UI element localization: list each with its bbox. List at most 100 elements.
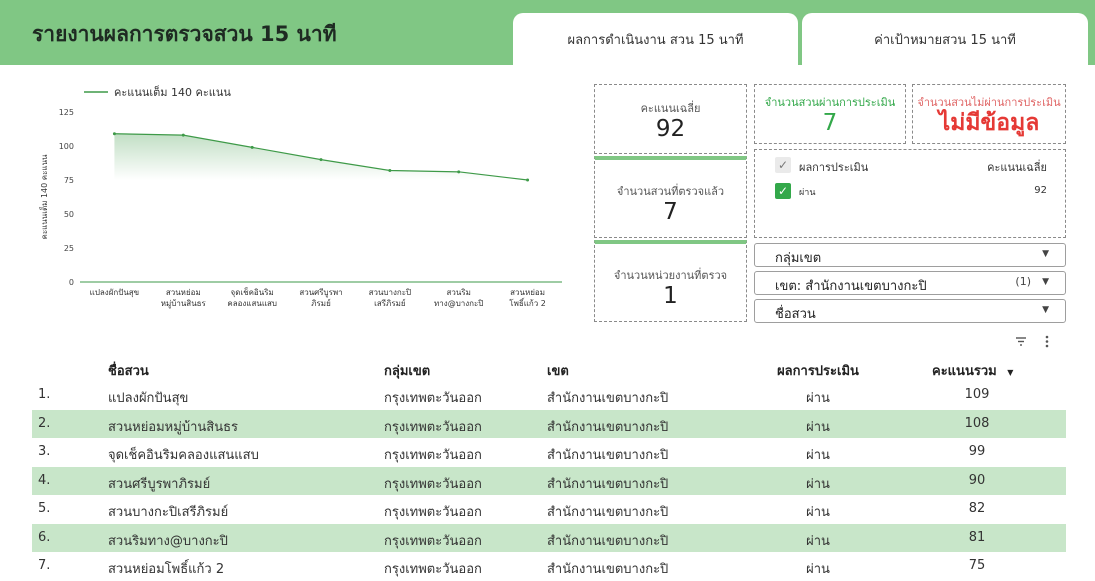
y-tick-label: 75 bbox=[64, 176, 74, 185]
x-tick-label: จุดเช็คอินริมคลองแสนแสบ bbox=[227, 287, 277, 308]
row-group: กรุงเทพตะวันออก bbox=[384, 505, 482, 520]
scorecard-checked: จำนวนสวนที่ตรวจแล้ว 7 bbox=[594, 156, 747, 238]
district-dropdown-label: เขต: สำนักงานเขตบางกะปิ bbox=[775, 279, 927, 294]
row-result: ผ่าน bbox=[806, 562, 830, 577]
scorecard-passed-label: จำนวนสวนผ่านการประเมิน bbox=[764, 96, 896, 109]
chevron-down-icon: ▼ bbox=[1042, 305, 1049, 315]
column-header-name[interactable]: ชื่อสวน bbox=[108, 364, 149, 379]
row-park-name: สวนศรีบูรพาภิรมย์ bbox=[108, 476, 211, 492]
y-tick-label: 100 bbox=[59, 142, 74, 151]
row-index: 2. bbox=[38, 415, 51, 431]
row-index: 3. bbox=[38, 444, 51, 459]
row-score: 109 bbox=[964, 387, 990, 402]
result-filter-panel: ✓ ผลการประเมิน คะแนนเฉลี่ย ✓ ผ่าน 92 bbox=[754, 149, 1066, 238]
table-row[interactable]: 2. สวนหย่อมหมู่บ้านสินธร กรุงเทพตะวันออก สำ… bbox=[32, 409, 1066, 438]
scorecard-average: คะแนนเฉลี่ย 92 bbox=[594, 84, 747, 154]
row-index: 4. bbox=[38, 472, 51, 488]
data-point bbox=[112, 132, 116, 136]
filter-icon[interactable] bbox=[1014, 334, 1028, 348]
row-group: กรุงเทพตะวันออก bbox=[384, 562, 482, 577]
column-header-group[interactable]: กลุ่มเขต bbox=[384, 364, 431, 379]
scorecard-units-label: จำนวนหน่วยงานที่ตรวจ bbox=[613, 269, 728, 282]
column-header-score[interactable]: คะแนนรวม ▼ bbox=[932, 360, 1013, 381]
row-score: 108 bbox=[964, 415, 990, 431]
more-vert-icon[interactable] bbox=[1043, 334, 1051, 348]
row-score: 75 bbox=[968, 558, 986, 573]
row-park-name: จุดเช็คอินริมคลองแสนแสบ bbox=[108, 448, 259, 463]
scorecard-checked-value: 7 bbox=[663, 199, 678, 225]
row-index: 7. bbox=[38, 558, 51, 573]
row-score: 99 bbox=[968, 444, 986, 459]
row-result: ผ่าน bbox=[806, 391, 830, 406]
scorecard-failed-label: จำนวนสวนไม่ผ่านการประเมิน bbox=[917, 96, 1061, 109]
select-all-checkbox[interactable]: ✓ bbox=[775, 157, 791, 173]
row-park-name: สวนหย่อมหมู่บ้านสินธร bbox=[108, 419, 238, 435]
y-tick-label: 50 bbox=[64, 210, 74, 219]
report-header: รายงานผลการตรวจสวน 15 นาที ผลการดำเนินงา… bbox=[0, 0, 1095, 65]
x-tick-label: สวนหย่อมหมู่บ้านสินธร bbox=[161, 288, 207, 309]
result-filter-score-header: คะแนนเฉลี่ย bbox=[987, 161, 1047, 174]
chart-legend-label: คะแนนเต็ม 140 คะแนน bbox=[114, 85, 231, 99]
park-dropdown[interactable]: ชื่อสวน ▼ bbox=[754, 299, 1066, 323]
row-index: 5. bbox=[38, 501, 51, 516]
district-dropdown[interactable]: เขต: สำนักงานเขตบางกะปิ (1) ▼ bbox=[754, 271, 1066, 295]
column-header-district[interactable]: เขต bbox=[547, 364, 569, 379]
row-park-name: แปลงผักปันสุข bbox=[108, 391, 189, 406]
table-row[interactable]: 1. แปลงผักปันสุข กรุงเทพตะวันออก สำนักงานเข… bbox=[32, 381, 1066, 409]
row-result: ผ่าน bbox=[806, 448, 830, 463]
chevron-down-icon: ▼ bbox=[1042, 277, 1049, 287]
column-header-score-label: คะแนนรวม bbox=[932, 364, 997, 379]
x-tick-label: สวนหย่อมโพธิ์แก้ว 2 bbox=[509, 288, 546, 308]
result-filter-header: ผลการประเมิน bbox=[799, 161, 869, 174]
row-district: สำนักงานเขตบางกะปิ bbox=[547, 448, 669, 463]
table-row[interactable]: 7. สวนหย่อมโพธิ์แก้ว 2 กรุงเทพตะวันออก สำนั… bbox=[32, 552, 1066, 580]
scorecard-failed-value: ไม่มีข้อมูล bbox=[938, 110, 1040, 136]
y-tick-label: 0 bbox=[69, 278, 74, 287]
y-tick-label: 125 bbox=[59, 108, 74, 117]
scorecard-average-label: คะแนนเฉลี่ย bbox=[640, 102, 701, 115]
data-point bbox=[526, 178, 530, 182]
row-park-name: สวนบางกะปิเสรีภิรมย์ bbox=[108, 505, 229, 520]
row-district: สำนักงานเขตบางกะปิ bbox=[547, 533, 669, 549]
group-dropdown-label: กลุ่มเขต bbox=[775, 251, 822, 266]
result-filter-item-label: ผ่าน bbox=[799, 188, 816, 198]
row-score: 90 bbox=[968, 472, 986, 488]
chevron-down-icon: ▼ bbox=[1042, 249, 1049, 259]
data-point bbox=[319, 158, 323, 162]
x-tick-label: สวนบางกะปิเสรีภิรมย์ bbox=[369, 288, 412, 308]
table-row[interactable]: 5. สวนบางกะปิเสรีภิรมย์ กรุงเทพตะวันออก สำน… bbox=[32, 495, 1066, 523]
row-result: ผ่าน bbox=[806, 419, 830, 435]
scorecard-checked-label: จำนวนสวนที่ตรวจแล้ว bbox=[616, 185, 725, 198]
row-park-name: สวนริมทาง@บางกะปิ bbox=[108, 533, 228, 549]
row-group: กรุงเทพตะวันออก bbox=[384, 448, 482, 463]
row-result: ผ่าน bbox=[806, 533, 830, 549]
sort-desc-icon: ▼ bbox=[1007, 368, 1014, 377]
table-row[interactable]: 3. จุดเช็คอินริมคลองแสนแสบ กรุงเทพตะวันออก… bbox=[32, 438, 1066, 466]
row-district: สำนักงานเขตบางกะปิ bbox=[547, 476, 669, 492]
scorecard-units-value: 1 bbox=[663, 283, 678, 309]
row-district: สำนักงานเขตบางกะปิ bbox=[547, 562, 669, 577]
group-dropdown[interactable]: กลุ่มเขต ▼ bbox=[754, 243, 1066, 267]
row-index: 1. bbox=[38, 387, 51, 402]
row-park-name: สวนหย่อมโพธิ์แก้ว 2 bbox=[108, 562, 225, 577]
table-header: ชื่อสวน กลุ่มเขต เขต ผลการประเมิน คะแนนร… bbox=[32, 355, 1066, 381]
result-filter-item-score: 92 bbox=[1034, 185, 1047, 196]
table-row[interactable]: 4. สวนศรีบูรพาภิรมย์ กรุงเทพตะวันออก สำนักง… bbox=[32, 466, 1066, 495]
page-title: รายงานผลการตรวจสวน 15 นาที bbox=[32, 22, 337, 46]
row-group: กรุงเทพตะวันออก bbox=[384, 391, 482, 406]
row-score: 81 bbox=[968, 529, 986, 545]
park-dropdown-label: ชื่อสวน bbox=[775, 307, 816, 322]
x-tick-label: แปลงผักปันสุข bbox=[90, 288, 139, 297]
scorecard-passed-value: 7 bbox=[822, 110, 838, 136]
column-header-result[interactable]: ผลการประเมิน bbox=[777, 364, 859, 379]
scorecard-passed: จำนวนสวนผ่านการประเมิน 7 bbox=[754, 84, 906, 144]
pass-checkbox[interactable]: ✓ bbox=[775, 183, 791, 199]
row-result: ผ่าน bbox=[806, 476, 830, 492]
scorecard-average-value: 92 bbox=[655, 116, 686, 142]
row-group: กรุงเทพตะวันออก bbox=[384, 419, 482, 435]
tab-targets[interactable]: ค่าเป้าหมายสวน 15 นาที bbox=[802, 13, 1088, 65]
data-point bbox=[250, 145, 254, 149]
tab-performance[interactable]: ผลการดำเนินงาน สวน 15 นาที bbox=[513, 13, 798, 65]
series-area-fill bbox=[114, 133, 528, 180]
table-row[interactable]: 6. สวนริมทาง@บางกะปิ กรุงเทพตะวันออก สำนักง… bbox=[32, 523, 1066, 552]
